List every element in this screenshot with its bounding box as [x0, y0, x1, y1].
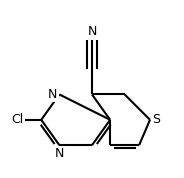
- Text: N: N: [48, 88, 58, 101]
- Text: N: N: [87, 25, 97, 38]
- Text: S: S: [152, 113, 160, 126]
- Text: N: N: [55, 147, 64, 160]
- Text: Cl: Cl: [12, 113, 24, 126]
